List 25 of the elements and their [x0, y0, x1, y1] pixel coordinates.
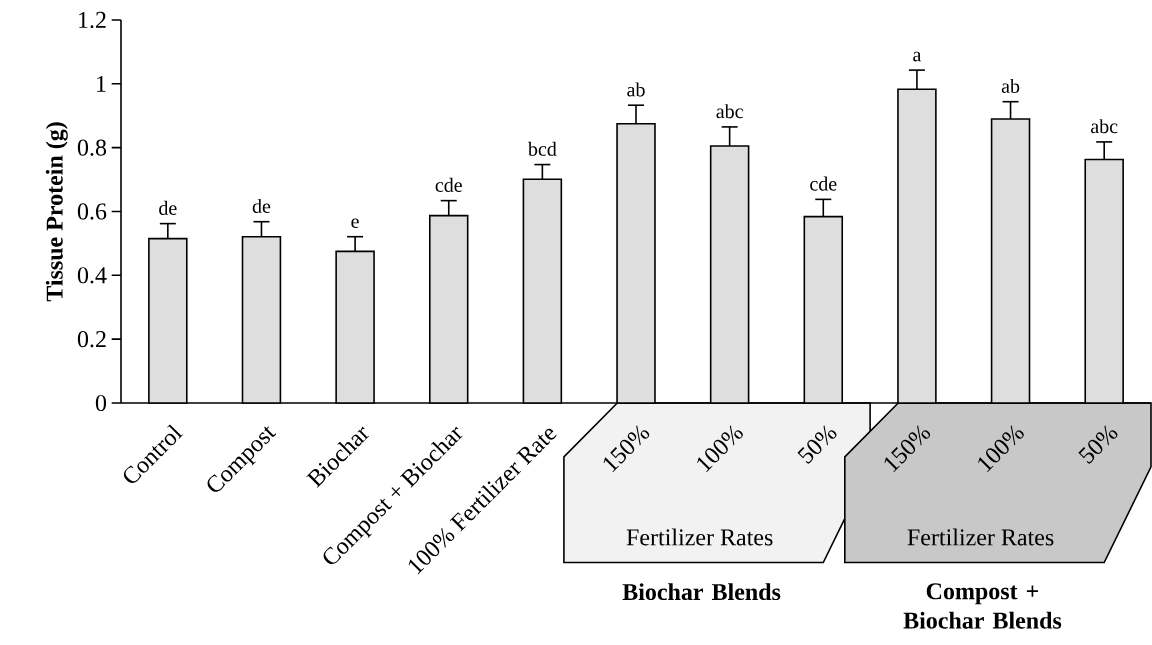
x-tick-label: 50% [1078, 425, 1118, 464]
x-tick-label: 50% [797, 425, 837, 464]
data-label: bcd [527, 141, 557, 156]
y-tick-label: 0.2 [77, 331, 106, 348]
y-tick-label: 0.8 [77, 139, 107, 156]
y-tick-label: 0 [95, 394, 107, 412]
data-label: cde [810, 176, 837, 191]
y-tick-label: 1.2 [79, 11, 106, 29]
y-tick-label: 0.6 [77, 203, 107, 220]
data-label: e [351, 218, 359, 228]
data-label: de [159, 200, 177, 215]
data-label: abc [1091, 119, 1118, 134]
text: Compost + Biochar Blends [903, 583, 1062, 629]
text: Biochar Blends [622, 583, 781, 601]
data-label: a [913, 51, 922, 62]
y-tick-label: 0.4 [77, 267, 107, 284]
y-tick-label: 1 [97, 75, 106, 92]
data-label: de [252, 198, 271, 213]
data-label: abc [716, 104, 743, 119]
data-label: ab [627, 82, 645, 97]
data-label: cde [435, 177, 462, 192]
data-label: ab [1001, 78, 1020, 93]
text: Fertilizer Rates [907, 528, 1054, 546]
y-axis-title: Tissue Protein (g) [45, 122, 68, 302]
text: Fertilizer Rates [626, 528, 773, 546]
